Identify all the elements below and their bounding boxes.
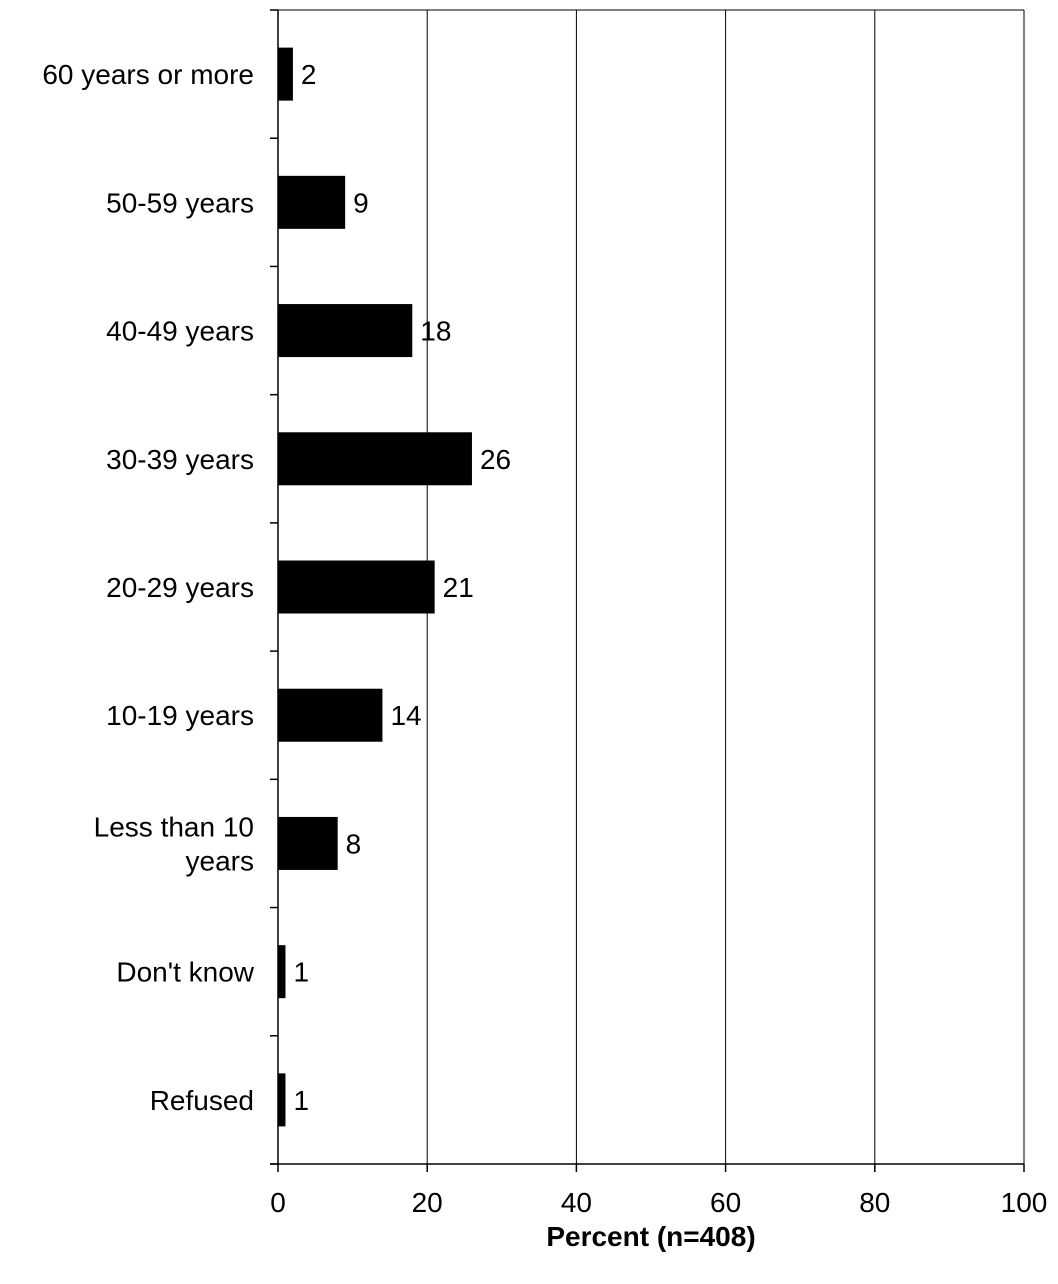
category-label: 30-39 years bbox=[106, 444, 254, 475]
category-labels: 60 years or more 50-59 years 40-49 years 30… bbox=[42, 59, 254, 1116]
data-label: 1 bbox=[293, 1085, 309, 1116]
category-label: Less than 10 years bbox=[94, 811, 254, 876]
bar bbox=[278, 560, 435, 614]
category-label-line: 30-39 years bbox=[106, 444, 254, 475]
data-labels: 2 9 18 26 21 14 8 1 1 bbox=[293, 59, 511, 1116]
category-label-line: 10-19 years bbox=[106, 700, 254, 731]
x-tick-label: 20 bbox=[412, 1187, 443, 1218]
bar bbox=[278, 47, 293, 101]
category-label-line: 40-49 years bbox=[106, 316, 254, 347]
category-label: 60 years or more bbox=[42, 59, 254, 90]
data-label: 21 bbox=[443, 572, 474, 603]
x-tick-labels: 0 20 40 60 80 100 bbox=[270, 1187, 1047, 1218]
category-label-line: 60 years or more bbox=[42, 59, 254, 90]
category-label-line: Refused bbox=[150, 1085, 254, 1116]
category-label: 40-49 years bbox=[106, 316, 254, 347]
category-label: 20-29 years bbox=[106, 572, 254, 603]
category-label: 50-59 years bbox=[106, 187, 254, 218]
category-label-line: years bbox=[186, 845, 254, 876]
bar bbox=[278, 945, 286, 999]
category-label: Refused bbox=[150, 1085, 254, 1116]
axes bbox=[270, 9, 1025, 1172]
bars bbox=[278, 47, 472, 1127]
bar bbox=[278, 816, 338, 870]
gridlines bbox=[278, 9, 1025, 1164]
bar bbox=[278, 688, 383, 742]
data-label: 1 bbox=[293, 957, 309, 988]
bar bbox=[278, 304, 413, 358]
category-label: 10-19 years bbox=[106, 700, 254, 731]
category-label-line: Don't know bbox=[116, 957, 254, 988]
data-label: 2 bbox=[301, 59, 317, 90]
bar bbox=[278, 1073, 286, 1127]
x-tick-label: 60 bbox=[710, 1187, 741, 1218]
data-label: 9 bbox=[353, 187, 369, 218]
x-axis-title: Percent (n=408) bbox=[546, 1221, 755, 1252]
data-label: 8 bbox=[346, 828, 362, 859]
category-label-line: 20-29 years bbox=[106, 572, 254, 603]
data-label: 14 bbox=[390, 700, 421, 731]
category-label-line: Less than 10 bbox=[94, 811, 254, 842]
x-tick-label: 100 bbox=[1001, 1187, 1048, 1218]
category-label-line: 50-59 years bbox=[106, 187, 254, 218]
x-tick-label: 0 bbox=[270, 1187, 286, 1218]
category-label: Don't know bbox=[116, 957, 254, 988]
bar bbox=[278, 432, 472, 486]
data-label: 18 bbox=[420, 316, 451, 347]
data-label: 26 bbox=[480, 444, 511, 475]
bar bbox=[278, 175, 346, 229]
x-tick-label: 80 bbox=[859, 1187, 890, 1218]
x-tick-label: 40 bbox=[561, 1187, 592, 1218]
